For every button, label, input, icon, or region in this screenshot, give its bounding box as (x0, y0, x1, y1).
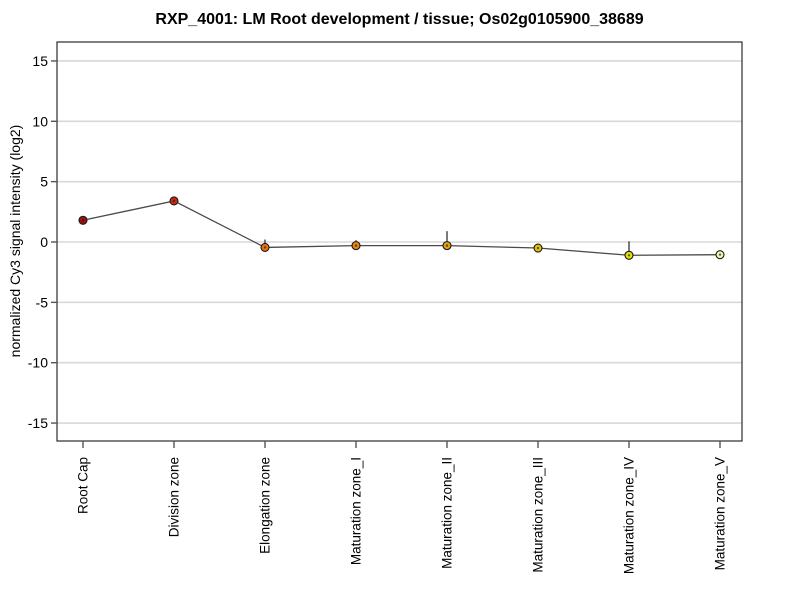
x-tick-label: Elongation zone (258, 457, 273, 554)
data-point-center-dot (445, 244, 449, 247)
series-line (82, 200, 721, 256)
x-tick-label: Maturation zone_II (440, 457, 455, 569)
data-point-center-dot (354, 244, 358, 247)
x-tick-label: Maturation zone_IV (622, 457, 637, 574)
data-point-center-dot (172, 199, 176, 203)
data-point-center-dot (627, 254, 631, 257)
y-tick-label-0: 0 (40, 234, 48, 250)
x-tick-label: Division zone (167, 457, 182, 537)
data-point-center-dot (81, 219, 85, 222)
y-tick-label--15: -15 (28, 415, 48, 431)
y-tick-label-10: 10 (32, 113, 48, 129)
y-tick-label--5: -5 (36, 294, 49, 310)
data-point-center-dot (718, 253, 722, 256)
x-tick-label: Maturation zone_V (713, 457, 728, 570)
data-point-center-dot (263, 246, 267, 249)
x-tick-label: Root Cap (76, 457, 91, 514)
y-tick-label-15: 15 (32, 53, 48, 69)
chart-title: RXP_4001: LM Root development / tissue; … (155, 11, 644, 28)
y-tick-label-5: 5 (40, 174, 48, 190)
data-point-center-dot (536, 246, 540, 250)
x-tick-label: Maturation zone_III (531, 457, 546, 573)
y-tick-label--10: -10 (28, 355, 48, 371)
x-tick-label: Maturation zone_I (349, 457, 364, 565)
